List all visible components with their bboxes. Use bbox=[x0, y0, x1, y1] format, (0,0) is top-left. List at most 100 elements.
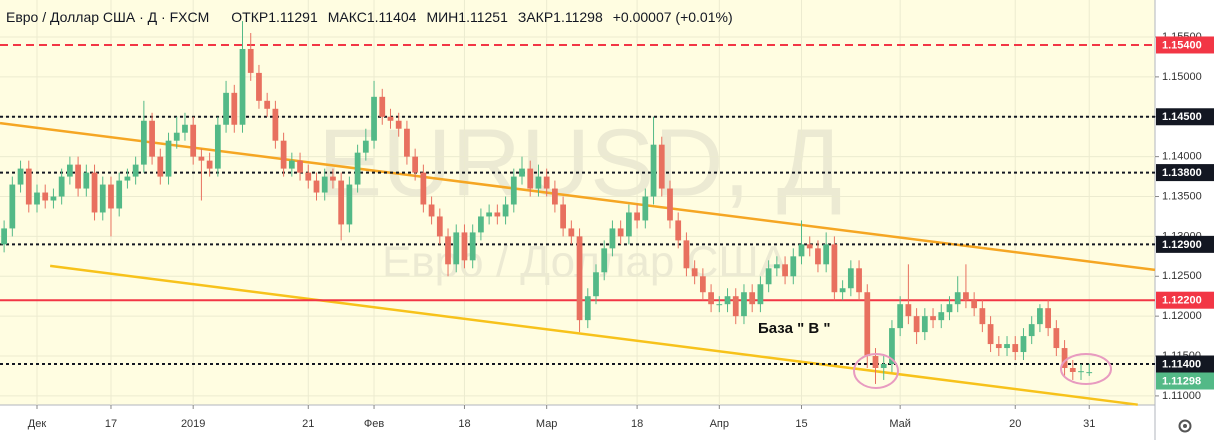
candle-body bbox=[445, 236, 451, 265]
candle-body bbox=[560, 204, 566, 229]
candle-body bbox=[601, 248, 608, 273]
candle-body bbox=[634, 212, 640, 221]
x-tick-label: Май bbox=[889, 418, 911, 430]
legend-label: МИН bbox=[426, 9, 458, 25]
candle-body bbox=[91, 172, 98, 213]
candle-body bbox=[149, 120, 155, 157]
candle-body bbox=[66, 164, 73, 177]
candle-body bbox=[371, 96, 377, 141]
candle-body bbox=[1, 228, 7, 245]
y-tick-label: 1.14000 bbox=[1162, 151, 1202, 163]
price-tag-label: 1.13800 bbox=[1162, 167, 1202, 179]
gear[interactable] bbox=[1178, 419, 1192, 433]
candle-body bbox=[99, 184, 106, 213]
gear-center[interactable] bbox=[1183, 424, 1187, 428]
price-tag-label: 1.12900 bbox=[1162, 239, 1202, 251]
candle-body bbox=[757, 284, 764, 305]
candle-body bbox=[667, 188, 673, 221]
candle-body bbox=[412, 156, 419, 173]
y-tick-label: 1.12500 bbox=[1162, 270, 1202, 282]
price-tag-label: 1.12200 bbox=[1162, 295, 1202, 307]
candle-body bbox=[593, 272, 599, 297]
candle-body bbox=[83, 172, 90, 189]
candle-body bbox=[889, 328, 895, 365]
candle-body bbox=[108, 184, 114, 209]
candle-body bbox=[1061, 348, 1068, 368]
candle-body bbox=[658, 144, 665, 189]
trend-line bbox=[49, 264, 1138, 406]
last-price-label: 1.11298 bbox=[1162, 375, 1201, 387]
candle-body bbox=[921, 316, 928, 333]
candle-body bbox=[782, 264, 788, 277]
last-price-tag bbox=[1156, 372, 1214, 390]
x-tick-label: Мар bbox=[536, 418, 558, 430]
candle-body bbox=[486, 212, 493, 217]
candle-body bbox=[58, 176, 65, 197]
candle-body bbox=[897, 304, 904, 329]
candle-body bbox=[1037, 308, 1043, 325]
candle-body bbox=[321, 176, 328, 193]
candle-body bbox=[256, 72, 262, 101]
candle-body bbox=[42, 192, 49, 201]
candle-body bbox=[930, 316, 936, 321]
legend-value: 1.11291 bbox=[268, 9, 318, 25]
candle-body bbox=[206, 160, 213, 169]
watermark: EURUSD, Д bbox=[318, 109, 842, 216]
candle-body bbox=[190, 124, 197, 157]
settings-icon[interactable] bbox=[1178, 419, 1192, 433]
candle-body bbox=[494, 212, 501, 217]
candle-body bbox=[461, 232, 468, 261]
candle-body bbox=[510, 176, 517, 205]
candle-body bbox=[1012, 344, 1019, 353]
candle-body bbox=[346, 184, 353, 225]
price-tag bbox=[1156, 291, 1214, 309]
candle-body bbox=[749, 292, 756, 305]
x-tick-label: Апр bbox=[710, 418, 729, 430]
candle-body bbox=[798, 244, 805, 257]
candle-body bbox=[765, 268, 772, 285]
candle-body bbox=[9, 184, 16, 229]
x-tick-label: 20 bbox=[1009, 418, 1021, 430]
candle-body bbox=[675, 220, 682, 241]
candle-body bbox=[987, 324, 994, 345]
candle-body bbox=[404, 128, 410, 157]
candle-body bbox=[247, 48, 254, 73]
candle-body bbox=[436, 216, 443, 237]
candle-body bbox=[1078, 371, 1084, 373]
candle-body bbox=[198, 156, 205, 161]
candle-body bbox=[50, 196, 57, 201]
price-tag-label: 1.11400 bbox=[1162, 358, 1201, 370]
change: +0.00007 (+0.01%) bbox=[613, 9, 733, 25]
candle-body bbox=[469, 232, 476, 261]
candle-body bbox=[239, 48, 246, 125]
candle-body bbox=[1028, 324, 1035, 337]
candle-body bbox=[223, 92, 229, 125]
candle-body bbox=[75, 164, 81, 189]
candle-body bbox=[264, 100, 271, 109]
legend-value: 1.11404 bbox=[367, 9, 417, 25]
candle-body bbox=[165, 140, 172, 177]
candle-body bbox=[979, 308, 986, 325]
x-tick-label: 15 bbox=[795, 418, 807, 430]
x-tick-label: Дек bbox=[28, 418, 47, 430]
legend-label: ОТКР bbox=[231, 9, 268, 25]
candle-body bbox=[288, 160, 295, 169]
candle-body bbox=[387, 116, 394, 121]
legend-label: ЗАКР bbox=[518, 9, 553, 25]
y-tick-label: 1.11000 bbox=[1162, 390, 1201, 402]
candle-body bbox=[576, 236, 583, 321]
header: Евро / Доллар США · Д · FXCM ОТКР1.11291 М… bbox=[6, 9, 733, 25]
x-tick-label: 31 bbox=[1083, 418, 1095, 430]
candle-body bbox=[182, 124, 188, 133]
candle-body bbox=[642, 196, 649, 221]
candle-body bbox=[34, 192, 40, 205]
price-tag bbox=[1156, 164, 1214, 182]
candle-body bbox=[584, 296, 591, 321]
candle-body bbox=[773, 264, 780, 269]
candle-body bbox=[839, 288, 846, 293]
candle-body bbox=[428, 204, 435, 217]
legend-value: 1.11298 bbox=[553, 9, 603, 25]
candle-body bbox=[732, 296, 739, 317]
candle-body bbox=[362, 140, 369, 153]
candle-body bbox=[502, 204, 509, 217]
